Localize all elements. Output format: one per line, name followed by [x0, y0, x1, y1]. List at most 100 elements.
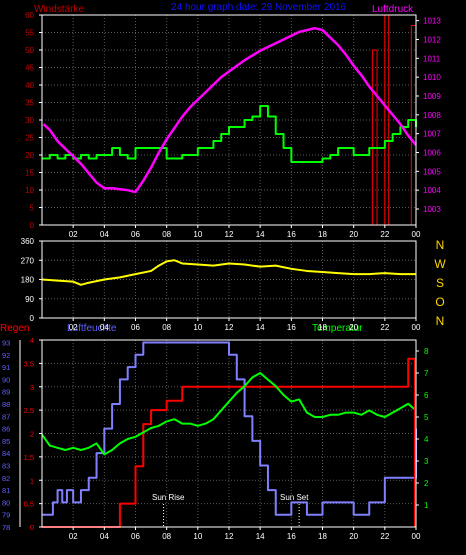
dir-time-label: 00	[412, 323, 421, 332]
bottom-time-label: 14	[256, 532, 265, 541]
rain-axis-title: Regen	[0, 323, 29, 334]
temperature-line	[41, 372, 417, 456]
humidity-tick-label: 84	[2, 449, 10, 458]
humidity-tick-label: 79	[2, 511, 10, 520]
bottom-time-label: 18	[318, 532, 327, 541]
top-time-label: 18	[318, 230, 327, 239]
rain-tick-label: 1	[30, 476, 34, 485]
temperature-tick-label: 8	[424, 347, 429, 356]
humidity-tick-label: 82	[2, 474, 10, 483]
rain-tick-label: 0.5	[24, 500, 34, 509]
temperature-tick-label: 3	[424, 457, 429, 466]
dir-time-label: 18	[318, 323, 327, 332]
rain-tick-label: 3.5	[24, 359, 34, 368]
bottom-time-label: 04	[100, 532, 109, 541]
pressure-line	[42, 26, 417, 194]
humidity-line	[42, 341, 417, 516]
dir-tick-label: 270	[21, 256, 35, 265]
pressure-tick-label: 1004	[423, 186, 441, 195]
humidity-tick-label: 80	[2, 498, 10, 507]
top-time-label: 08	[162, 230, 171, 239]
wind-tick-label: 35	[25, 99, 34, 108]
wind-tick-label: 55	[25, 29, 34, 38]
pressure-tick-label: 1006	[423, 148, 441, 157]
bottom-time-label: 08	[162, 532, 171, 541]
dir-tick-label: 0	[30, 314, 35, 323]
sun-rise-label: Sun Rise	[152, 493, 185, 502]
top-time-label: 16	[287, 230, 296, 239]
dir-time-label: 22	[380, 323, 389, 332]
dir-time-label: 12	[225, 323, 234, 332]
top-time-label: 12	[225, 230, 234, 239]
temperature-tick-label: 5	[424, 413, 429, 422]
wind-tick-label: 5	[30, 204, 35, 213]
humidity-tick-label: 81	[2, 486, 10, 495]
humidity-tick-label: 85	[2, 437, 10, 446]
pressure-tick-label: 1013	[423, 17, 441, 26]
direction-letter: N	[436, 238, 445, 252]
rain-tick-label: 1.5	[24, 453, 34, 462]
temperature-tick-label: 4	[424, 435, 429, 444]
pressure-tick-label: 1011	[423, 54, 441, 63]
bottom-time-label: 12	[225, 532, 234, 541]
bottom-time-label: 22	[380, 532, 389, 541]
humidity-tick-label: 88	[2, 400, 10, 409]
temperature-tick-label: 6	[424, 391, 429, 400]
wind-tick-label: 10	[25, 186, 34, 195]
direction-letter: S	[436, 276, 444, 290]
bottom-time-label: 02	[69, 532, 78, 541]
pressure-tick-label: 1009	[423, 92, 441, 101]
rain-tick-label: 3	[30, 383, 34, 392]
bottom-time-label: 16	[287, 532, 296, 541]
wind-tick-label: 30	[25, 116, 34, 125]
pressure-tick-label: 1005	[423, 167, 441, 176]
dir-time-label: 10	[193, 323, 202, 332]
wind-axis-title: Windstärke	[34, 4, 84, 15]
pressure-tick-label: 1010	[423, 73, 441, 82]
direction-letter: O	[435, 295, 444, 309]
axes-layer: 0510152025303540455055601003100410051006…	[2, 11, 446, 541]
dir-tick-label: 90	[25, 295, 34, 304]
top-time-label: 20	[349, 230, 358, 239]
bottom-time-label: 06	[131, 532, 140, 541]
humidity-tick-label: 86	[2, 425, 10, 434]
wind-tick-label: 50	[25, 46, 34, 55]
humidity-tick-label: 78	[2, 523, 10, 532]
pressure-axis-title: Luftdruck	[372, 4, 414, 15]
humidity-tick-label: 89	[2, 388, 10, 397]
rain-total-line	[42, 357, 416, 528]
humidity-axis-title: Luftfeuchte	[67, 323, 117, 334]
chart-title: 24 hour graph date: 29 November 2016	[171, 2, 347, 13]
pressure-tick-label: 1007	[423, 130, 441, 139]
wind-tick-label: 45	[25, 64, 34, 73]
top-time-label: 02	[69, 230, 78, 239]
top-time-label: 00	[412, 230, 421, 239]
pressure-tick-label: 1012	[423, 35, 441, 44]
wind-speed-line	[42, 105, 417, 163]
temperature-axis-title: Temperatur	[312, 323, 363, 334]
direction-letter: W	[434, 257, 446, 271]
humidity-tick-label: 83	[2, 461, 10, 470]
bottom-time-label: 20	[349, 532, 358, 541]
top-time-label: 14	[256, 230, 265, 239]
top-time-label: 22	[380, 230, 389, 239]
wind-tick-label: 20	[25, 151, 34, 160]
dir-tick-label: 360	[21, 237, 35, 246]
humidity-tick-label: 91	[2, 363, 10, 372]
humidity-tick-label: 87	[2, 412, 10, 421]
wind-tick-label: 25	[25, 134, 34, 143]
wind-direction-line	[41, 259, 416, 286]
pressure-tick-label: 1003	[423, 205, 441, 214]
dir-time-label: 04	[100, 323, 109, 332]
rain-tick-label: 4	[30, 336, 34, 345]
bottom-time-label: 00	[412, 532, 421, 541]
wind-tick-label: 0	[30, 221, 35, 230]
top-time-label: 04	[100, 230, 109, 239]
rain-tick-label: 2.5	[24, 406, 34, 415]
dir-tick-label: 180	[21, 276, 35, 285]
dir-time-label: 02	[69, 323, 78, 332]
dir-time-label: 16	[287, 323, 296, 332]
dir-time-label: 14	[256, 323, 265, 332]
